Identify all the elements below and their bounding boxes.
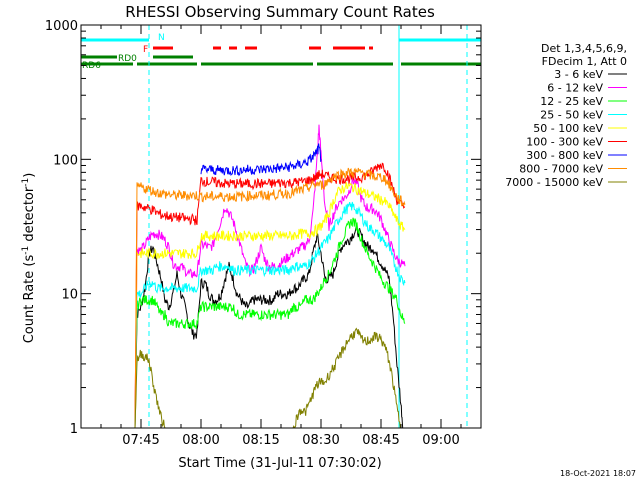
flag-label: RD0 [118,54,137,64]
x-tick-label: 08:45 [362,433,399,448]
plot-frame [80,24,482,429]
series-line [134,182,406,429]
x-tick-label: 08:15 [242,433,279,448]
series-line [134,224,404,429]
legend-entry-label: 100 - 300 keV [526,136,603,149]
y-tick-label: 100 [53,153,78,168]
series-line [134,167,406,429]
y-tick-label: 10 [61,288,78,303]
y-axis-label-mid: detector [22,186,37,246]
legend-entry-label: 300 - 800 keV [526,149,603,162]
series-line [134,201,406,429]
legend-entry-label: 12 - 25 keV [540,95,603,108]
legend-entry-label: 25 - 50 keV [540,109,603,122]
y-axis-label-end: ) [22,173,37,178]
legend-header: FDecim 1, Att 0 [542,55,627,68]
y-axis-ticks: 1 10 100 1000 [45,19,481,437]
x-axis-label: Start Time (31-Jul-11 07:30:02) [178,456,381,471]
y-tick-label: 1 [70,422,78,437]
x-tick-label: 08:30 [302,433,339,448]
legend-entry-label: 800 - 7000 keV [519,163,603,176]
x-tick-label: 08:00 [182,433,219,448]
y-axis-label: Count Rate (s-1 detector-1) [21,173,37,344]
legend-entry-label: 6 - 12 keV [547,82,603,95]
series-line [200,143,322,177]
y-axis-label-sup2: -1 [21,178,31,187]
legend: Det 1,3,4,5,6,9,FDecim 1, Att 03 - 6 keV… [505,42,627,189]
x-tick-label: 09:00 [422,433,459,448]
y-tick-label: 1000 [45,19,78,34]
legend-entry-label: 7000 - 15000 keV [505,176,603,189]
flag-vertical-lines [80,25,468,428]
series-lines [134,124,406,429]
flag-bars: NF RD0 RD6 [81,33,481,71]
chart-title: RHESSI Observing Summary Count Rates [125,3,435,21]
y-axis-label-sup1: -1 [21,246,31,255]
x-tick-label: 07:45 [122,433,159,448]
footer-timestamp: 18-Oct-2021 18:07 [560,469,636,478]
x-axis-ticks: 07:45 08:00 08:15 08:30 08:45 09:00 [100,25,462,448]
flag-label: F [143,45,148,55]
series-line [134,162,406,429]
legend-header: Det 1,3,4,5,6,9, [541,42,627,55]
series-line [134,217,406,429]
series-line [134,327,401,429]
y-axis-label-main: Count Rate (s [22,255,37,344]
flag-label: N [158,33,165,43]
flag-label: RD6 [82,61,101,71]
legend-entry-label: 50 - 100 keV [533,122,603,135]
legend-entry-label: 3 - 6 keV [554,68,603,81]
